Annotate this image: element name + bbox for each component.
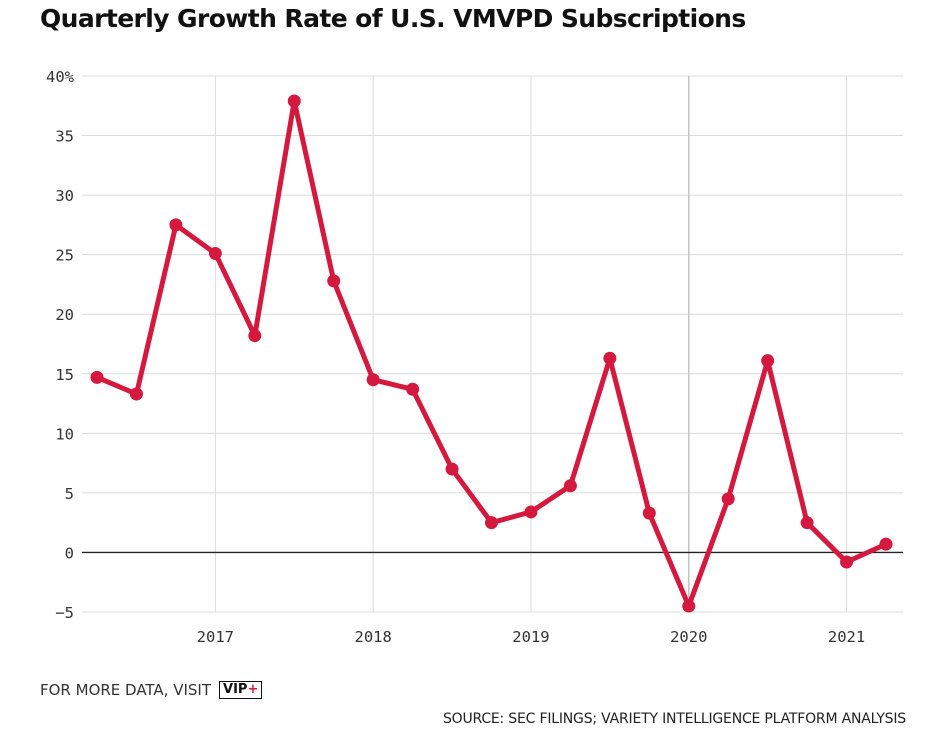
data-point bbox=[169, 218, 183, 232]
data-point bbox=[248, 329, 262, 343]
data-point bbox=[721, 492, 735, 506]
data-point bbox=[682, 599, 696, 613]
data-point bbox=[90, 370, 104, 384]
data-point bbox=[761, 354, 775, 368]
x-tick-label: 2017 bbox=[197, 628, 234, 646]
y-tick-label: 20 bbox=[55, 306, 74, 324]
grid-lines bbox=[82, 75, 903, 613]
data-point bbox=[327, 274, 341, 288]
chart-title: Quarterly Growth Rate of U.S. VMVPD Subs… bbox=[40, 4, 746, 33]
x-tick-label: 2019 bbox=[512, 628, 549, 646]
data-points bbox=[90, 94, 893, 613]
x-tick-label: 2021 bbox=[828, 628, 865, 646]
x-axis-tick-labels: 2017 2018 2019 2020 2021 bbox=[197, 628, 866, 646]
data-point bbox=[445, 462, 459, 476]
data-point bbox=[129, 387, 143, 401]
line-chart: −5 0 5 10 15 20 25 30 35 40% 2017 2018 2019 2020 2021 bbox=[46, 68, 903, 646]
data-point bbox=[366, 373, 380, 387]
x-tick-label: 2020 bbox=[670, 628, 707, 646]
vip-badge-accent: + bbox=[247, 682, 259, 697]
y-tick-label: 25 bbox=[55, 247, 74, 265]
data-point bbox=[879, 537, 893, 551]
vip-badge-main: VIP bbox=[223, 682, 248, 697]
y-tick-label: 40% bbox=[46, 68, 75, 86]
y-tick-label: −5 bbox=[55, 604, 74, 622]
data-point bbox=[406, 382, 420, 396]
data-point bbox=[603, 351, 617, 365]
y-tick-label: 15 bbox=[55, 366, 74, 384]
y-tick-label: 35 bbox=[55, 128, 74, 146]
y-tick-label: 5 bbox=[65, 485, 74, 503]
y-axis-tick-labels: −5 0 5 10 15 20 25 30 35 40% bbox=[46, 68, 75, 622]
data-point bbox=[800, 516, 814, 530]
more-data-note: FOR MORE DATA, VISIT VIP+ bbox=[40, 681, 263, 699]
data-point bbox=[208, 246, 222, 260]
vip-plus-link[interactable]: VIP+ bbox=[219, 681, 263, 699]
data-point bbox=[485, 516, 498, 530]
source-note: SOURCE: SEC FILINGS; VARIETY INTELLIGENC… bbox=[442, 711, 906, 727]
y-tick-label: 30 bbox=[55, 187, 74, 205]
y-tick-label: 10 bbox=[55, 425, 74, 443]
data-point bbox=[524, 505, 538, 519]
x-tick-label: 2018 bbox=[354, 628, 391, 646]
data-point bbox=[563, 479, 577, 493]
more-data-text: FOR MORE DATA, VISIT bbox=[40, 681, 212, 699]
data-point bbox=[642, 506, 656, 520]
data-point bbox=[287, 94, 301, 108]
data-point bbox=[840, 555, 854, 569]
y-tick-label: 0 bbox=[65, 544, 74, 562]
